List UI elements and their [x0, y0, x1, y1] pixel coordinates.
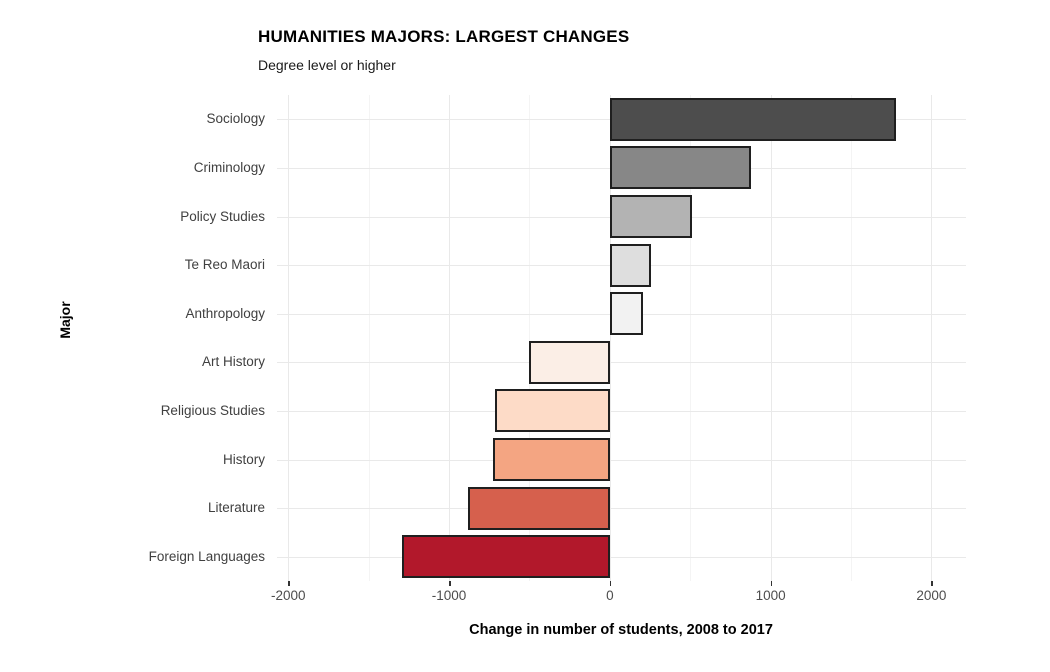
- bar-foreign-languages: [402, 535, 610, 579]
- y-axis-label: Anthropology: [185, 305, 265, 321]
- bar-literature: [468, 486, 610, 530]
- bar-art-history: [529, 340, 610, 384]
- y-axis-label: Literature: [207, 500, 265, 516]
- x-tick-label: 1000: [755, 588, 786, 603]
- row-gridline: [277, 508, 966, 510]
- chart-title: HUMANITIES MAJORS: LARGEST CHANGES: [258, 27, 630, 46]
- major-gridline: [449, 95, 451, 581]
- bar-anthropology: [609, 292, 643, 336]
- bar-criminology: [609, 146, 752, 190]
- x-tick-mark: [288, 581, 290, 586]
- bar-religious-studies: [494, 389, 610, 433]
- major-gridline: [609, 95, 611, 581]
- y-axis-label: History: [222, 451, 265, 467]
- y-axis-label: Policy Studies: [180, 208, 265, 224]
- y-axis-label: Sociology: [206, 111, 265, 127]
- chart-subtitle: Degree level or higher: [258, 57, 396, 73]
- x-tick-label: -1000: [431, 588, 467, 603]
- bar-sociology: [609, 97, 897, 141]
- bar-policy-studies: [609, 195, 692, 238]
- y-axis-label: Religious Studies: [160, 402, 265, 418]
- y-axis-title: Major: [57, 301, 73, 339]
- x-axis-title: Change in number of students, 2008 to 20…: [469, 622, 773, 638]
- minor-gridline: [690, 95, 692, 581]
- y-axis-label: Foreign Languages: [148, 548, 265, 564]
- x-tick-mark: [609, 581, 612, 586]
- x-tick-mark: [931, 581, 933, 586]
- bar-history: [493, 438, 610, 481]
- minor-gridline: [368, 95, 370, 581]
- row-gridline: [277, 410, 966, 412]
- x-tick-mark: [449, 581, 451, 586]
- minor-gridline: [529, 95, 531, 581]
- y-axis-label: Te Reo Maori: [184, 257, 265, 273]
- row-gridline: [277, 459, 966, 461]
- row-gridline: [277, 362, 966, 364]
- x-tick-label: 2000: [916, 588, 947, 603]
- minor-gridline: [851, 95, 853, 581]
- y-axis-label: Criminology: [193, 159, 265, 175]
- x-tick-label: 0: [606, 588, 614, 603]
- y-axis-label: Art History: [201, 354, 265, 370]
- x-tick-label: -2000: [270, 588, 306, 603]
- plot-panel: [277, 95, 966, 581]
- major-gridline: [770, 95, 772, 581]
- major-gridline: [288, 95, 290, 581]
- bar-te-reo-maori: [609, 243, 651, 287]
- row-gridline: [277, 556, 966, 558]
- x-tick-mark: [770, 581, 773, 586]
- major-gridline: [931, 95, 933, 581]
